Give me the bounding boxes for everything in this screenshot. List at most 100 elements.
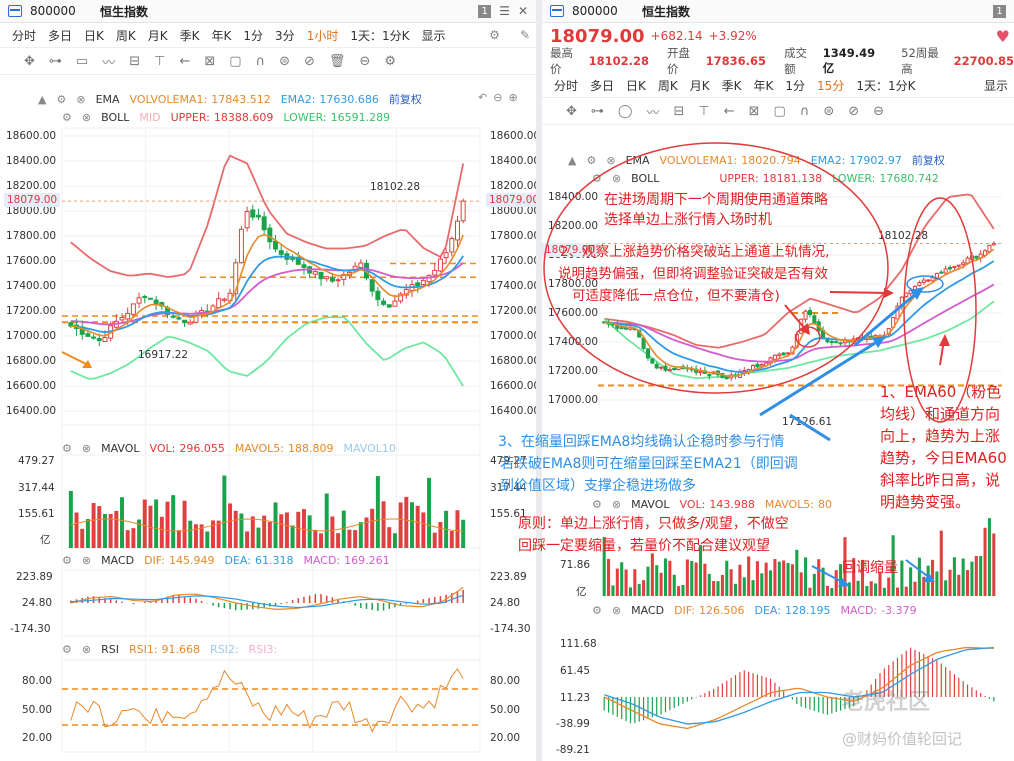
period-tab[interactable]: 分时 xyxy=(12,28,37,43)
crosshair-icon[interactable]: ✥ xyxy=(24,53,35,69)
pen-icon[interactable]: ✎ xyxy=(519,28,530,42)
display-select[interactable]: 显示 xyxy=(421,28,446,43)
heart-icon[interactable]: ♥ xyxy=(995,26,1010,46)
period-tab[interactable]: 年K xyxy=(753,78,774,93)
rect-tool-icon[interactable]: ▭ xyxy=(75,53,89,69)
fib-tool-icon[interactable]: ⊤ xyxy=(698,103,710,119)
trash-icon[interactable]: 🗑 xyxy=(328,53,346,69)
range-select[interactable]: 1天：1分K xyxy=(350,28,410,43)
period-tab[interactable]: 多日 xyxy=(48,28,73,43)
period-tab[interactable]: 季K xyxy=(179,28,200,43)
fib-tool-icon[interactable]: ⊤ xyxy=(154,53,166,69)
period-tab[interactable]: 周K xyxy=(657,78,678,93)
candle xyxy=(153,299,159,305)
hide-icon[interactable]: ⊘ xyxy=(848,103,860,119)
lock-icon[interactable]: ⊜ xyxy=(279,53,290,69)
period-tab[interactable]: 日K xyxy=(84,28,104,43)
zoom-in-icon[interactable]: ⊕ xyxy=(508,91,518,104)
boll-lower-value: 17680.742 xyxy=(879,172,939,185)
stat-label: 开盘价 xyxy=(667,46,691,76)
period-tab-active[interactable]: 15分 xyxy=(817,78,845,93)
gear-icon[interactable]: ⚙ xyxy=(384,53,396,69)
gear-icon[interactable]: ⚙ xyxy=(592,498,602,511)
vol-value: 296.055 xyxy=(179,442,225,455)
candle xyxy=(659,366,664,369)
right-draw-toolbar: ✥ ⊶ ◯ 〰 ⊟ ⊤ ← ⊠ ▢ ∩ ⊜ ⊘ ⊖ xyxy=(542,98,1014,125)
gear-icon[interactable]: ⚙ xyxy=(489,28,500,42)
period-tab[interactable]: 季K xyxy=(721,78,742,93)
volume-bar xyxy=(381,501,386,548)
close-icon[interactable]: ⊗ xyxy=(606,153,616,167)
comment-icon[interactable]: ▢ xyxy=(229,53,242,69)
wave-tool-icon[interactable]: 〰 xyxy=(102,55,116,71)
pane-divider[interactable] xyxy=(536,0,542,761)
gear-icon[interactable]: ⚙ xyxy=(62,111,72,124)
adjust-select[interactable]: 前复权 xyxy=(911,154,945,167)
channel-tool-icon[interactable]: ⊟ xyxy=(673,103,685,119)
period-tab[interactable]: 月K xyxy=(689,78,710,93)
gear-icon[interactable]: ⚙ xyxy=(592,172,602,185)
collapse-icon[interactable]: ▲ xyxy=(38,92,47,106)
undo-icon[interactable]: ↶ xyxy=(478,91,488,104)
range-select[interactable]: 1天：1分K xyxy=(856,78,916,93)
settings-lines-icon[interactable]: ☰ xyxy=(499,4,510,18)
period-tab[interactable]: 1分 xyxy=(243,28,264,43)
close-icon[interactable]: ⊗ xyxy=(81,643,92,656)
gear-icon[interactable]: ⚙ xyxy=(56,92,67,106)
close-icon[interactable]: ⊗ xyxy=(611,498,622,511)
close-icon[interactable]: ⊗ xyxy=(81,442,92,455)
close-icon[interactable]: ⊗ xyxy=(611,604,622,617)
arrow-tool-icon[interactable]: ← xyxy=(179,53,191,69)
close-icon[interactable]: ✕ xyxy=(517,4,528,18)
period-tab[interactable]: 分时 xyxy=(554,78,579,93)
hide-icon[interactable]: ⊘ xyxy=(303,53,315,69)
one-icon[interactable]: 1 xyxy=(993,4,1006,18)
wave-tool-icon[interactable]: 〰 xyxy=(646,105,660,121)
magnet-icon[interactable]: ∩ xyxy=(799,103,810,119)
link-icon[interactable]: ⊖ xyxy=(873,103,885,119)
one-icon[interactable]: 1 xyxy=(478,4,492,18)
volume-bar xyxy=(262,515,267,548)
display-select[interactable]: 显示 xyxy=(983,78,1008,93)
gear-icon[interactable]: ⚙ xyxy=(62,643,72,656)
volume-bar xyxy=(97,506,102,548)
candle xyxy=(273,240,279,250)
comment-icon[interactable]: ▢ xyxy=(773,103,786,119)
channel-tool-icon[interactable]: ⊟ xyxy=(129,53,141,69)
gear-icon[interactable]: ⚙ xyxy=(62,442,72,455)
circle-tool-icon[interactable]: ◯ xyxy=(617,103,633,119)
period-tab[interactable]: 3分 xyxy=(275,28,295,43)
volume-bar xyxy=(615,568,619,596)
magnet-icon[interactable]: ∩ xyxy=(255,53,266,69)
zoom-out-icon[interactable]: ⊖ xyxy=(493,91,503,104)
measure-tool-icon[interactable]: ⊠ xyxy=(204,53,216,69)
line-tool-icon[interactable]: ⊶ xyxy=(48,53,62,69)
candle xyxy=(267,227,273,243)
period-tab[interactable]: 日K xyxy=(626,78,646,93)
crosshair-icon[interactable]: ✥ xyxy=(566,103,577,119)
period-tab[interactable]: 周K xyxy=(115,28,136,43)
gear-icon[interactable]: ⚙ xyxy=(592,604,602,617)
price-tick: 18000.00 xyxy=(490,205,536,217)
close-icon[interactable]: ⊗ xyxy=(81,111,92,124)
period-tab[interactable]: 多日 xyxy=(590,78,615,93)
candle xyxy=(667,369,672,372)
volume-bar xyxy=(777,561,781,596)
period-tab-active[interactable]: 1小时 xyxy=(306,28,339,43)
period-tab[interactable]: 月K xyxy=(147,28,168,43)
line-tool-icon[interactable]: ⊶ xyxy=(590,103,604,119)
lock-icon[interactable]: ⊜ xyxy=(823,103,835,119)
volume-bar xyxy=(874,583,878,596)
collapse-icon[interactable]: ▲ xyxy=(568,153,577,167)
period-tab[interactable]: 1分 xyxy=(785,78,806,93)
measure-tool-icon[interactable]: ⊠ xyxy=(748,103,760,119)
arrow-tool-icon[interactable]: ← xyxy=(723,103,735,119)
period-tab[interactable]: 年K xyxy=(211,28,232,43)
link-icon[interactable]: ⊖ xyxy=(359,53,371,69)
gear-icon[interactable]: ⚙ xyxy=(62,554,72,567)
close-icon[interactable]: ⊗ xyxy=(81,554,92,567)
adjust-select[interactable]: 前复权 xyxy=(388,93,422,106)
close-icon[interactable]: ⊗ xyxy=(76,92,86,106)
gear-icon[interactable]: ⚙ xyxy=(586,153,597,167)
close-icon[interactable]: ⊗ xyxy=(611,172,622,185)
